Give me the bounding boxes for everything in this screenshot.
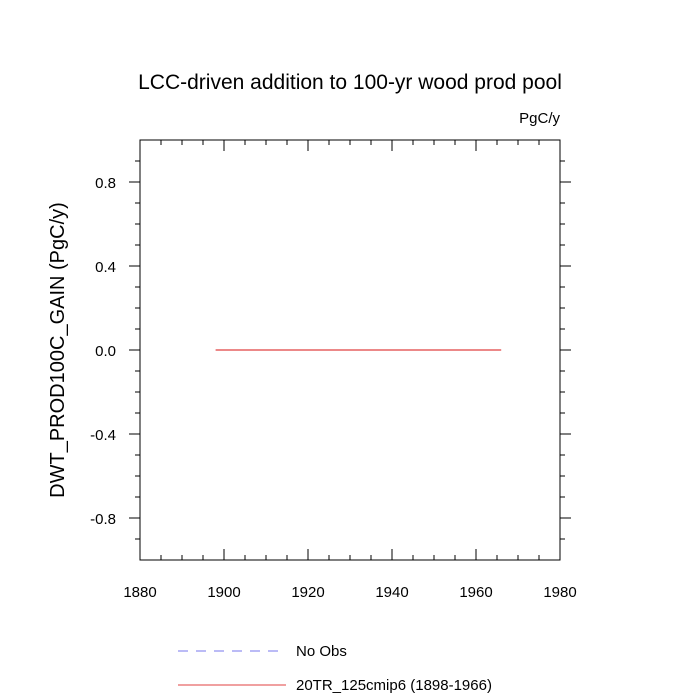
y-tick-label: -0.4 <box>90 427 116 444</box>
axis-tick-labels: 1880 1900 1920 1940 1960 1980 -0.8 -0.4 0.0 0.4 0.… <box>90 175 577 601</box>
y-tick-label: -0.8 <box>90 511 116 528</box>
y-tick-label: 0.8 <box>95 175 116 192</box>
units-label: PgC/y <box>519 110 560 127</box>
x-tick-label: 1880 <box>123 584 156 601</box>
x-tick-label: 1960 <box>459 584 492 601</box>
legend: No Obs 20TR_125cmip6 (1898-1966) <box>178 643 492 694</box>
x-tick-label: 1980 <box>543 584 576 601</box>
axis-ticks <box>129 140 571 560</box>
legend-label: No Obs <box>296 643 347 660</box>
legend-label: 20TR_125cmip6 (1898-1966) <box>296 677 492 694</box>
x-tick-label: 1940 <box>375 584 408 601</box>
y-tick-label: 0.0 <box>95 343 116 360</box>
chart-title: LCC-driven addition to 100-yr wood prod … <box>138 71 562 94</box>
x-tick-label: 1900 <box>207 584 240 601</box>
y-axis-label: DWT_PROD100C_GAIN (PgC/y) <box>47 202 69 498</box>
x-tick-label: 1920 <box>291 584 324 601</box>
y-tick-label: 0.4 <box>95 259 116 276</box>
